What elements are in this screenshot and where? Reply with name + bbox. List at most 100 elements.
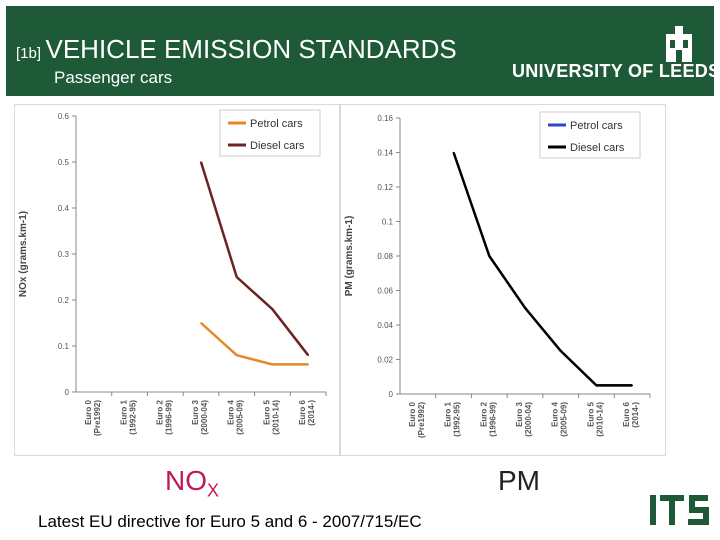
x-tick-label: Euro 5(2010-14) <box>586 401 604 436</box>
pm-chart: 0 0.02 0.04 0.06 0.08 0.1 0.12 0.14 0.16 PM (gram… <box>340 104 666 456</box>
x-tick-label: Euro 6(2014-) <box>622 401 640 427</box>
data-point <box>488 255 491 257</box>
data-point <box>631 384 633 387</box>
slide-prefix: [1b] <box>16 45 42 62</box>
x-tick-label-line: Euro 3 <box>191 399 200 424</box>
x-tick-label: Euro 4(2005-09) <box>227 399 245 434</box>
x-tick-label: Euro 6(2014-) <box>298 399 316 425</box>
university-logo-text: UNIVERSITY OF LEEDS <box>512 61 720 81</box>
x-tick-label-line: Euro 5 <box>586 401 595 426</box>
x-tick-label-line: Euro 0 <box>84 399 93 424</box>
y-axis-title: NOx (grams.km-1) <box>18 211 29 297</box>
x-tick-label-line: (2005-09) <box>236 400 245 435</box>
x-tick-label-line: Euro 2 <box>479 401 488 426</box>
series-line-diesel <box>199 161 310 356</box>
y-tick-label: 0.1 <box>382 218 394 227</box>
x-tick-label-line: Euro 3 <box>515 401 524 426</box>
x-tick-label-line: Euro 4 <box>551 401 560 426</box>
x-tick-label-line: (2014-) <box>631 402 640 428</box>
x-tick-label-line: (2010-14) <box>271 400 280 435</box>
series-line-diesel <box>452 152 633 387</box>
x-tick-label: Euro 3(2000-04) <box>515 401 533 436</box>
y-tick-label: 0.3 <box>58 250 70 259</box>
y-tick-label: 0.16 <box>377 114 393 123</box>
data-point <box>524 306 526 309</box>
crest-icon <box>666 26 692 62</box>
x-tick-label-line: (Pre1992) <box>93 400 102 436</box>
slide-title: [1b] VEHICLE EMISSION STANDARDS <box>16 34 457 65</box>
x-tick-label-line: Euro 1 <box>120 399 129 424</box>
data-point <box>235 276 238 278</box>
x-tick-label: Euro 0(Pre1992) <box>84 399 102 436</box>
nox-label-main: NO <box>165 465 207 496</box>
y-tick-label: 0.5 <box>58 158 70 167</box>
slide-subtitle: Passenger cars <box>54 68 173 87</box>
y-tick-label: 0.14 <box>377 149 393 158</box>
chart-frame <box>14 104 340 456</box>
x-tick-label-line: (2014-) <box>307 400 316 426</box>
x-tick-label: Euro 5(2010-14) <box>262 399 280 434</box>
y-tick-label: 0.2 <box>58 296 70 305</box>
header-banner: [1b] VEHICLE EMISSION STANDARDS Passenge… <box>6 6 720 96</box>
x-tick-label-line: (1992-95) <box>453 402 462 437</box>
x-tick-label: Euro 0(Pre1992) <box>408 401 426 438</box>
y-axis-title: PM (grams.km-1) <box>344 216 355 297</box>
data-point <box>307 363 309 366</box>
x-tick-label-line: Euro 6 <box>622 401 631 426</box>
x-tick-label-line: (2000-04) <box>524 402 533 437</box>
y-tick-label: 0.4 <box>58 204 70 213</box>
y-tick-label: 0 <box>65 388 70 397</box>
x-tick-label-line: Euro 4 <box>227 399 236 424</box>
x-tick-label-line: (2010-14) <box>595 402 604 437</box>
its-logo-icon <box>650 495 709 525</box>
footer-text: Latest EU directive for Euro 5 and 6 - 2… <box>38 512 422 531</box>
legend-box <box>219 109 321 157</box>
x-tick-label-line: Euro 2 <box>155 399 164 424</box>
data-point <box>452 151 455 154</box>
chart-frame <box>340 104 666 456</box>
data-point <box>595 384 598 387</box>
data-point <box>235 354 238 356</box>
x-tick-label-line: (1996-99) <box>488 402 497 437</box>
y-tick-label: 0.08 <box>377 252 393 261</box>
x-tick-label-line: Euro 6 <box>298 399 307 424</box>
pm-label: PM <box>498 465 540 496</box>
data-point <box>559 350 562 352</box>
y-tick-label: 0.6 <box>58 112 70 121</box>
legend-label: Petrol cars <box>570 120 623 132</box>
legend-label: Diesel cars <box>250 140 305 152</box>
slide-title-text: VEHICLE EMISSION STANDARDS <box>45 34 457 64</box>
y-tick-label: 0.04 <box>377 321 393 330</box>
x-tick-label-line: (Pre1992) <box>417 402 426 438</box>
y-tick-label: 0 <box>389 390 394 399</box>
nox-label-sub: X <box>207 480 220 501</box>
data-point <box>200 322 202 324</box>
legend-label: Petrol cars <box>250 118 303 130</box>
y-tick-label: 0.06 <box>377 287 393 296</box>
legend-label: Diesel cars <box>570 142 625 154</box>
y-tick-label: 0.1 <box>58 342 70 351</box>
y-tick-label: 0.02 <box>377 356 393 365</box>
x-tick-label: Euro 1(1992-95) <box>444 401 462 436</box>
x-tick-label-line: Euro 5 <box>262 399 271 424</box>
nox-chart: 0 0.1 0.2 0.3 0.4 0.5 0.6 NOx (grams.km-1) Euro … <box>14 104 340 456</box>
x-tick-label-line: (1996-99) <box>164 400 173 435</box>
data-point <box>271 308 274 310</box>
x-tick-label: Euro 3(2000-04) <box>191 399 209 434</box>
series-line-petrol <box>200 322 309 366</box>
x-tick-label: Euro 2(1996-99) <box>479 401 497 436</box>
x-tick-label: Euro 2(1996-99) <box>155 399 173 434</box>
legend-box <box>539 111 641 159</box>
data-point <box>271 363 274 366</box>
data-point <box>307 354 309 356</box>
y-tick-label: 0.12 <box>377 183 393 192</box>
x-tick-label: Euro 1(1992-95) <box>120 399 138 434</box>
x-tick-label-line: Euro 1 <box>444 401 453 426</box>
nox-label: NOX <box>165 465 219 502</box>
x-tick-label-line: (1992-95) <box>129 400 138 435</box>
x-tick-label-line: Euro 0 <box>408 401 417 426</box>
x-tick-label-line: (2000-04) <box>200 400 209 435</box>
x-tick-label: Euro 4(2005-09) <box>551 401 569 436</box>
x-tick-label-line: (2005-09) <box>560 402 569 437</box>
data-point <box>200 161 202 163</box>
